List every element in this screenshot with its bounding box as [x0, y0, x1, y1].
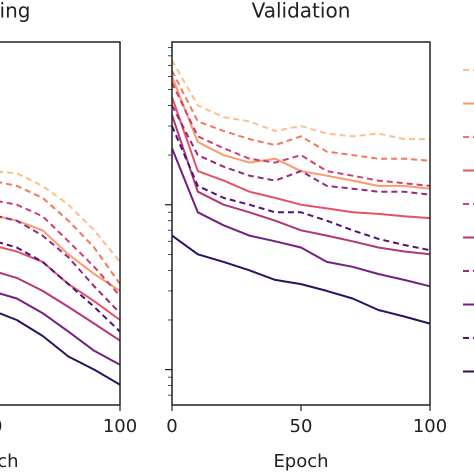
series-line [0, 246, 121, 321]
x-axis-label: Epoch [273, 451, 328, 472]
series-line [0, 312, 121, 386]
series-line [0, 292, 121, 366]
series-line [171, 104, 431, 196]
series-line [171, 125, 431, 252]
x-tick-label: 50 [0, 416, 2, 437]
series-line [171, 70, 431, 162]
axes-frame [171, 41, 431, 406]
x-tick-label: 100 [103, 416, 137, 437]
x-tick-label: 100 [413, 416, 447, 437]
x-axis-label: Epoch [0, 451, 19, 472]
axes-frame [0, 41, 121, 406]
panel-title: Validation [252, 0, 351, 23]
series-line [0, 241, 121, 333]
series-line [171, 96, 431, 220]
series-line [171, 114, 431, 256]
series-line [0, 181, 121, 285]
series-line [0, 215, 121, 292]
x-tick-label: 0 [166, 416, 177, 437]
series-line [0, 200, 121, 297]
series-line [0, 271, 121, 342]
series-line [0, 215, 121, 314]
series-line [0, 170, 121, 263]
series-line [171, 59, 430, 141]
series-line [171, 82, 431, 187]
series-line [171, 147, 431, 288]
series-line [171, 234, 431, 325]
panel-title: Training [0, 0, 30, 23]
x-tick-label: 50 [290, 416, 313, 437]
